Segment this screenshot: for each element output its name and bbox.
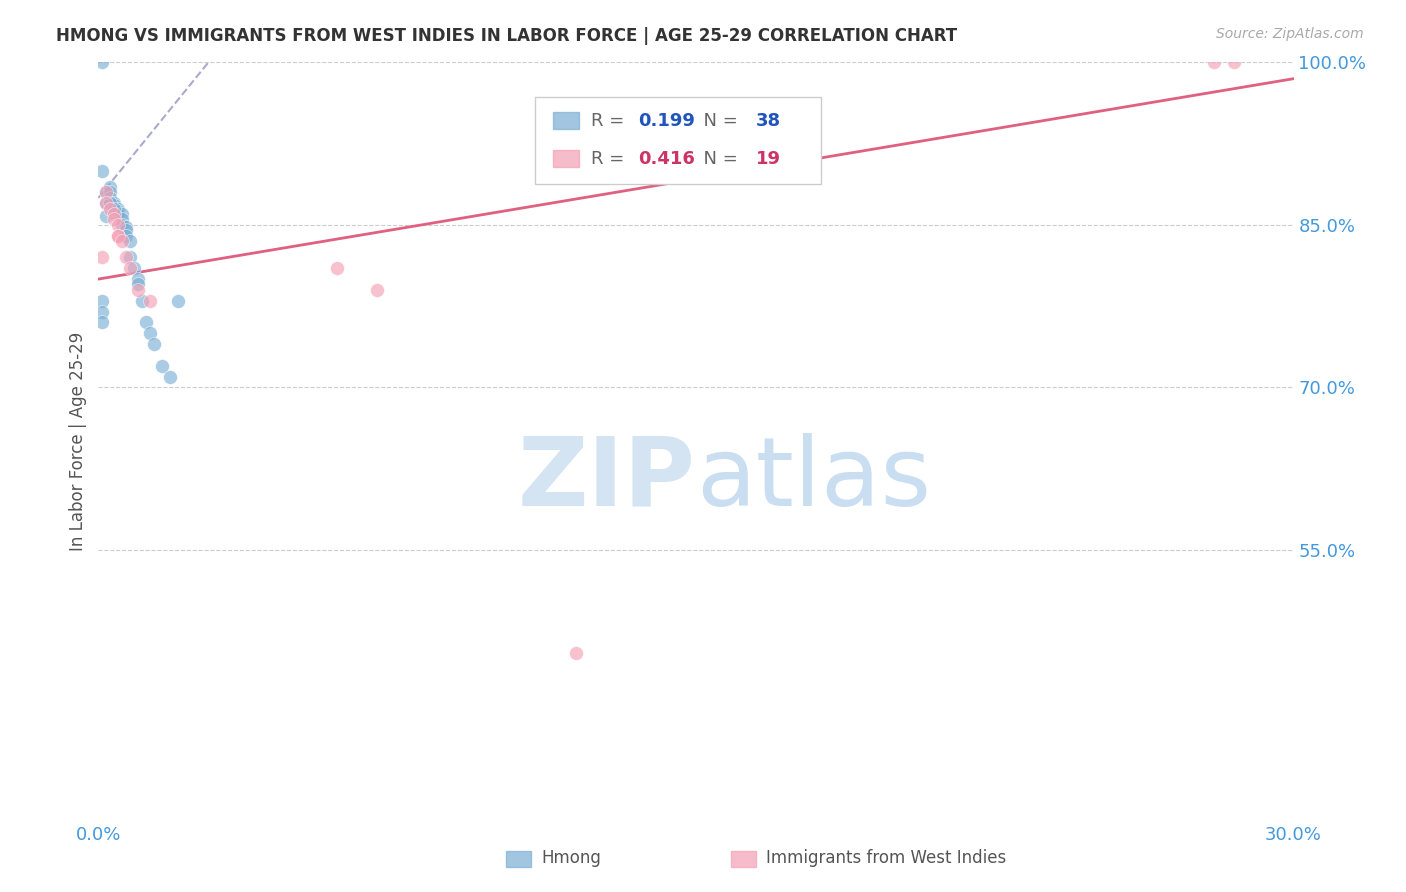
Point	[131, 293, 153, 308]
Point	[103, 202, 125, 216]
Point	[127, 272, 149, 286]
Text: Hmong: Hmong	[541, 849, 602, 867]
Point	[98, 186, 122, 200]
Point	[143, 337, 166, 351]
Point	[103, 198, 125, 212]
Point	[96, 196, 118, 211]
Point	[120, 234, 142, 248]
Y-axis label: In Labor Force | Age 25-29: In Labor Force | Age 25-29	[69, 332, 87, 551]
Point	[115, 228, 138, 243]
Point	[159, 369, 181, 384]
Bar	[553, 112, 579, 129]
Point	[96, 209, 118, 223]
Text: 19: 19	[756, 150, 780, 168]
Point	[124, 261, 146, 276]
Text: HMONG VS IMMIGRANTS FROM WEST INDIES IN LABOR FORCE | AGE 25-29 CORRELATION CHAR: HMONG VS IMMIGRANTS FROM WEST INDIES IN …	[56, 27, 957, 45]
Point	[107, 218, 129, 232]
Point	[107, 228, 129, 243]
Text: 38: 38	[756, 112, 780, 130]
Point	[98, 191, 122, 205]
Bar	[534, 96, 821, 184]
Point	[1202, 55, 1225, 70]
Point	[98, 180, 122, 194]
Point	[127, 283, 149, 297]
Point	[91, 55, 114, 70]
Point	[91, 163, 114, 178]
Point	[366, 283, 388, 297]
Point	[103, 202, 125, 216]
Point	[96, 186, 118, 200]
Point	[103, 207, 125, 221]
Point	[107, 207, 129, 221]
Point	[111, 207, 134, 221]
Point	[96, 196, 118, 211]
Point	[91, 293, 114, 308]
Text: 0.199: 0.199	[638, 112, 696, 130]
Point	[115, 223, 138, 237]
Point	[96, 186, 118, 200]
Point	[127, 277, 149, 292]
Point	[103, 196, 125, 211]
Point	[326, 261, 349, 276]
Point	[91, 251, 114, 265]
Text: 0.416: 0.416	[638, 150, 696, 168]
Point	[111, 212, 134, 227]
Text: N =: N =	[692, 150, 744, 168]
Text: atlas: atlas	[696, 433, 931, 526]
Point	[139, 293, 162, 308]
Point	[107, 202, 129, 216]
Point	[107, 203, 129, 218]
Text: ZIP: ZIP	[517, 433, 696, 526]
Text: R =: R =	[591, 112, 630, 130]
Point	[103, 212, 125, 227]
Point	[150, 359, 173, 373]
Point	[98, 196, 122, 211]
Point	[139, 326, 162, 341]
Text: R =: R =	[591, 150, 630, 168]
Point	[111, 234, 134, 248]
Point	[1223, 55, 1246, 70]
Point	[120, 251, 142, 265]
Point	[111, 218, 134, 232]
Text: Immigrants from West Indies: Immigrants from West Indies	[766, 849, 1007, 867]
Point	[107, 228, 129, 243]
Bar	[553, 151, 579, 167]
Text: N =: N =	[692, 112, 744, 130]
Text: Source: ZipAtlas.com: Source: ZipAtlas.com	[1216, 27, 1364, 41]
Point	[135, 315, 157, 329]
Point	[167, 293, 190, 308]
Point	[98, 196, 122, 211]
Point	[565, 646, 588, 660]
Point	[115, 251, 138, 265]
Point	[98, 202, 122, 216]
Point	[120, 261, 142, 276]
Point	[91, 304, 114, 318]
Point	[115, 220, 138, 235]
Point	[91, 315, 114, 329]
